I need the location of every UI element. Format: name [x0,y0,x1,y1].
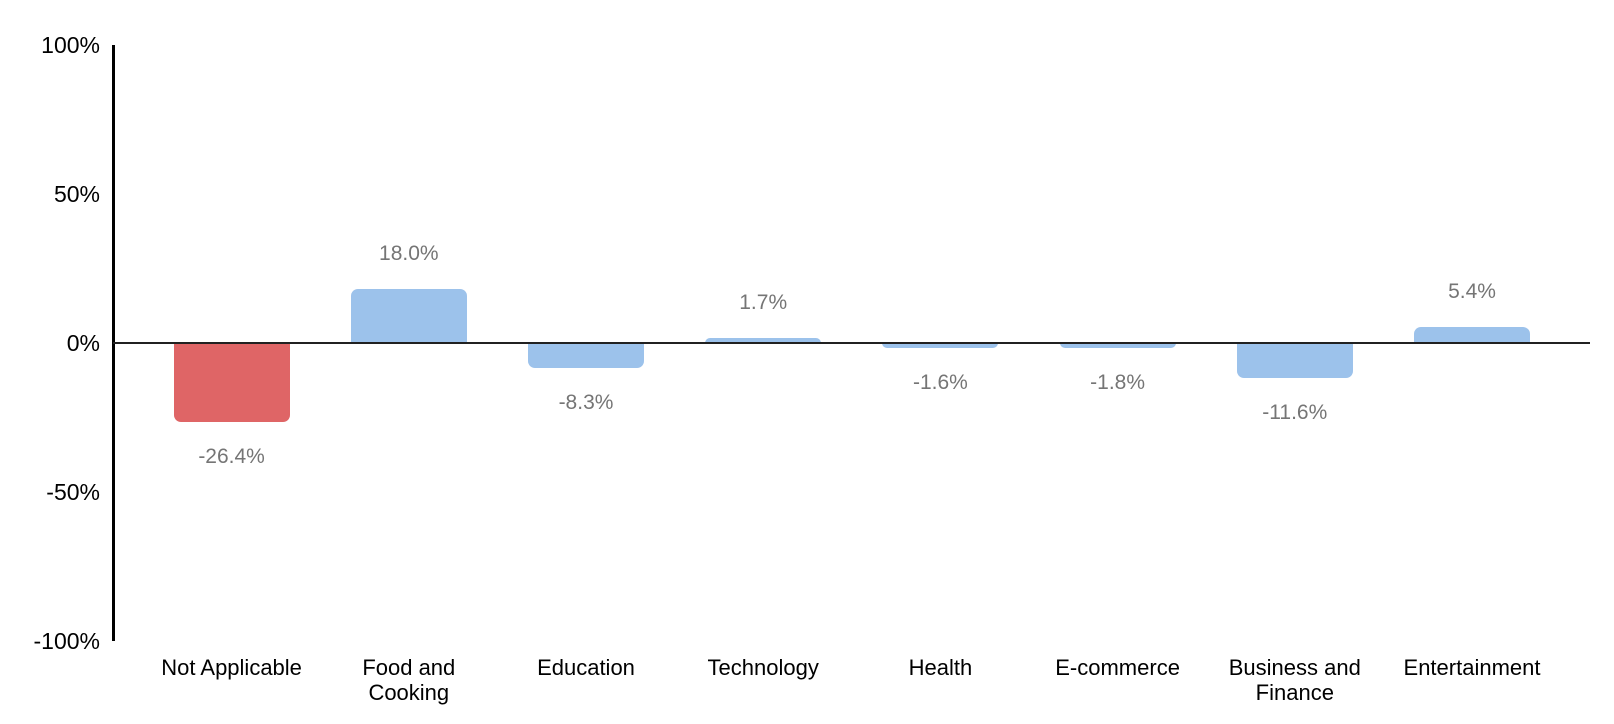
category-label: Health [908,655,973,680]
category-label: Business and Finance [1228,655,1361,705]
bar-value-label: -1.6% [912,370,968,394]
zero-line [113,342,1590,344]
category-label: E-commerce [1055,655,1180,680]
bar-value-label: 18.0% [379,242,439,266]
bar-value-label: -11.6% [1262,400,1328,424]
bar-value-label: -8.3% [558,390,614,414]
category-label: Education [537,655,635,680]
y-tick-label: -50% [46,479,100,505]
y-tick-label: -100% [33,628,100,654]
bar-value-label: -26.4% [198,444,265,468]
y-tick-label: 0% [66,330,100,356]
bar [350,289,467,343]
bar-value-label: 5.4% [1448,279,1496,303]
category-label: Not Applicable [161,655,302,680]
bar [1414,326,1530,343]
bar [528,343,644,368]
bar [705,337,822,343]
y-tick-label: 50% [53,181,100,207]
bar [1059,343,1176,349]
category-label: Technology [707,655,819,680]
category-label: Food and Cooking [362,655,456,705]
category-label: Entertainment [1403,655,1541,680]
bar [1236,343,1353,378]
bar-value-label: 1.7% [739,290,788,314]
bar [173,343,290,422]
bar-value-label: -1.8% [1090,371,1146,395]
bar [882,343,999,348]
y-tick-label: 100% [41,32,100,58]
